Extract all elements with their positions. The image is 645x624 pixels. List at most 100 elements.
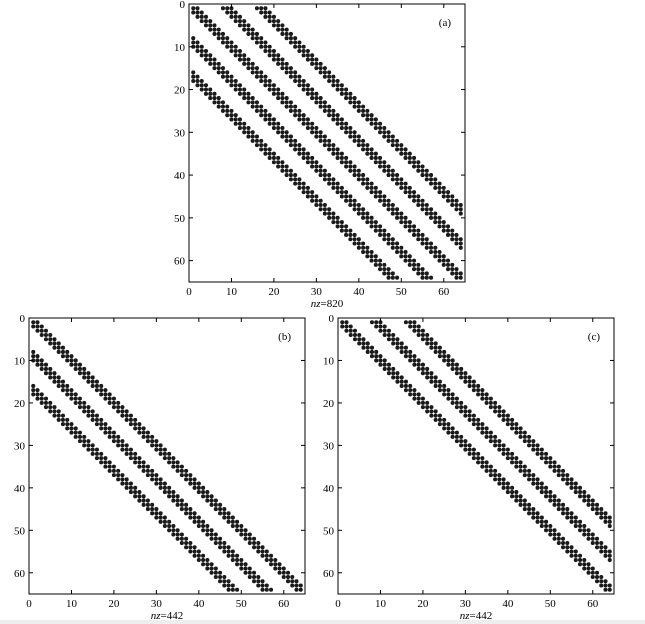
nonzero-dot	[267, 121, 272, 126]
nonzero-dot	[327, 143, 332, 148]
nonzero-dot	[235, 587, 240, 592]
nonzero-dot	[599, 549, 604, 554]
nonzero-dot	[208, 96, 213, 101]
nonzero-dot	[458, 271, 463, 276]
nonzero-dot	[314, 57, 319, 62]
nonzero-dot	[150, 443, 155, 448]
nonzero-dot	[493, 477, 498, 482]
nonzero-dot	[424, 271, 429, 276]
nonzero-dot	[158, 481, 163, 486]
nonzero-dot	[416, 332, 421, 338]
nonzero-dot	[590, 570, 595, 575]
nonzero-dot	[222, 579, 227, 584]
nonzero-dot	[518, 464, 523, 469]
nonzero-dot	[501, 451, 506, 456]
nonzero-dot	[90, 409, 95, 414]
nonzero-dot	[322, 202, 327, 208]
nonzero-dot	[254, 6, 259, 11]
nonzero-dot	[271, 83, 276, 88]
nonzero-dot	[594, 541, 600, 546]
nonzero-dot	[60, 413, 66, 418]
nonzero-dot	[103, 396, 108, 401]
nonzero-dot	[82, 400, 87, 405]
nonzero-dot	[497, 439, 502, 444]
nonzero-dot	[195, 44, 200, 49]
nonzero-dot	[382, 324, 387, 329]
nonzero-dot	[484, 392, 489, 397]
nonzero-dot	[433, 345, 438, 350]
nonzero-dot	[459, 366, 464, 371]
nonzero-dot	[590, 507, 595, 512]
nonzero-dot	[552, 528, 557, 533]
nonzero-dot	[577, 490, 583, 495]
nonzero-dot	[420, 371, 425, 376]
nonzero-dot	[548, 528, 553, 533]
nonzero-dot	[369, 121, 374, 126]
nonzero-dot	[268, 557, 274, 563]
nonzero-dot	[229, 108, 234, 113]
nonzero-dot	[437, 190, 442, 195]
nonzero-dot	[284, 70, 289, 75]
nonzero-dot	[314, 202, 319, 208]
nonzero-dot	[259, 147, 264, 152]
nonzero-dot	[331, 117, 336, 122]
nonzero-dot	[314, 160, 319, 165]
nonzero-dot	[407, 160, 412, 165]
nonzero-dot	[429, 405, 434, 410]
nonzero-dot	[284, 61, 289, 66]
nonzero-dot	[252, 536, 257, 541]
nonzero-dot	[94, 413, 99, 418]
nonzero-dot	[271, 151, 276, 156]
nonzero-dot	[184, 473, 189, 478]
nonzero-dot	[167, 490, 172, 495]
nonzero-dot	[577, 557, 583, 563]
nonzero-dot	[209, 532, 214, 537]
nonzero-dot	[395, 379, 400, 384]
nonzero-dot	[339, 87, 344, 92]
nonzero-dot	[607, 519, 612, 524]
nonzero-dot	[603, 515, 608, 520]
nonzero-dot	[552, 468, 557, 473]
nonzero-dot	[416, 160, 421, 165]
nonzero-dot	[199, 83, 204, 88]
nonzero-dot	[276, 19, 281, 24]
nonzero-dot	[531, 439, 536, 444]
x-tick-label: 40	[193, 598, 205, 610]
nonzero-dot	[150, 473, 155, 478]
nonzero-dot	[573, 485, 578, 490]
nonzero-dot	[237, 91, 242, 96]
nonzero-dot	[209, 502, 214, 507]
nonzero-dot	[480, 426, 485, 431]
nonzero-dot	[522, 430, 527, 435]
nonzero-dot	[339, 125, 344, 131]
nonzero-dot	[213, 502, 218, 507]
nonzero-dot	[43, 332, 49, 338]
nonzero-dot	[429, 409, 434, 414]
nonzero-dot	[437, 379, 442, 384]
nonzero-dot	[335, 117, 340, 122]
nonzero-dot	[293, 113, 298, 118]
nonzero-dot	[407, 228, 412, 233]
nonzero-dot	[293, 78, 298, 84]
nonzero-dot	[416, 267, 421, 272]
nonzero-dot	[162, 451, 167, 456]
nonzero-dot	[607, 583, 612, 588]
nonzero-dot	[484, 460, 489, 465]
nonzero-dot	[247, 532, 252, 537]
nonzero-dot	[288, 168, 293, 173]
nonzero-dot	[226, 515, 231, 520]
nonzero-dot	[314, 100, 319, 105]
nonzero-dot	[425, 409, 430, 414]
nonzero-dot	[399, 215, 404, 220]
nonzero-dot	[242, 125, 247, 131]
nonzero-dot	[124, 481, 129, 486]
nonzero-dot	[424, 177, 429, 182]
nonzero-dot	[599, 574, 604, 580]
nonzero-dot	[77, 371, 82, 376]
nonzero-dot	[288, 100, 293, 105]
nonzero-dot	[480, 430, 485, 435]
nonzero-dot	[561, 468, 566, 473]
nonzero-dot	[192, 485, 197, 490]
nonzero-dot	[86, 447, 91, 452]
